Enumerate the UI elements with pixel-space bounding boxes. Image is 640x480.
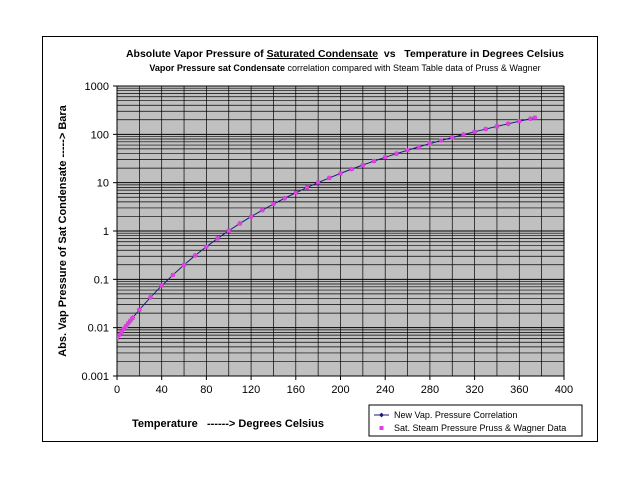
legend-entry-label: New Vap. Pressure Correlation xyxy=(394,410,517,420)
data-point-pruss-wagner xyxy=(506,121,511,126)
legend-marker-diamond xyxy=(379,412,384,418)
data-point-pruss-wagner xyxy=(293,190,298,195)
legend-box xyxy=(368,404,583,437)
legend: New Vap. Pressure Correlation Sat. Steam … xyxy=(368,404,583,437)
data-point-pruss-wagner xyxy=(128,318,133,323)
chart-subtitle: Vapor Pressure sat Condensate correlatio… xyxy=(149,63,540,73)
data-point-pruss-wagner xyxy=(383,155,388,160)
data-point-pruss-wagner xyxy=(416,144,421,149)
data-point-pruss-wagner xyxy=(494,124,499,129)
data-point-pruss-wagner xyxy=(117,332,122,337)
data-point-pruss-wagner xyxy=(215,236,220,241)
data-point-pruss-wagner xyxy=(237,221,242,226)
x-tick-label: 240 xyxy=(376,384,394,396)
data-point-pruss-wagner xyxy=(427,141,432,146)
x-axis-label: Temperature ------> Degrees Celsius xyxy=(132,418,324,430)
data-point-pruss-wagner xyxy=(483,127,488,132)
data-point-pruss-wagner xyxy=(130,315,135,320)
data-point-pruss-wagner xyxy=(461,132,466,137)
data-point-pruss-wagner xyxy=(126,321,131,326)
data-point-pruss-wagner xyxy=(182,262,187,267)
data-point-pruss-wagner xyxy=(532,115,537,120)
legend-marker-square xyxy=(379,426,384,430)
data-point-pruss-wagner xyxy=(327,175,332,180)
x-tick-label: 200 xyxy=(331,384,349,396)
x-tick-label: 320 xyxy=(465,384,483,396)
series-2 xyxy=(117,115,537,341)
data-point-pruss-wagner xyxy=(148,295,153,300)
data-point-pruss-wagner xyxy=(121,326,126,331)
data-point-pruss-wagner xyxy=(282,196,287,201)
data-point-pruss-wagner xyxy=(450,135,455,140)
data-point-pruss-wagner xyxy=(117,336,120,341)
data-point-pruss-wagner xyxy=(119,330,124,335)
legend-entry-label: Sat. Steam Pressure Pruss & Wagner Data xyxy=(394,423,566,433)
x-tick-label: 120 xyxy=(242,384,260,396)
data-point-pruss-wagner xyxy=(316,180,321,185)
data-point-pruss-wagner xyxy=(360,163,365,168)
x-tick-label: 80 xyxy=(200,384,212,396)
data-point-pruss-wagner xyxy=(304,185,309,190)
data-point-pruss-wagner xyxy=(338,171,343,176)
y-tick-label: 0.1 xyxy=(94,274,109,286)
x-tick-label: 400 xyxy=(555,384,573,396)
data-point-pruss-wagner xyxy=(405,148,410,153)
x-tick-label: 160 xyxy=(287,384,305,396)
data-point-pruss-wagner xyxy=(204,244,209,249)
y-tick-label: 1000 xyxy=(85,81,109,93)
data-point-pruss-wagner xyxy=(349,167,354,172)
data-point-pruss-wagner xyxy=(137,307,142,312)
chart-title: Absolute Vapor Pressure of Saturated Con… xyxy=(126,48,564,60)
y-tick-label: 10 xyxy=(97,178,109,190)
x-tick-label: 40 xyxy=(156,384,168,396)
x-tick-label: 280 xyxy=(421,384,439,396)
y-tick-label: 0.001 xyxy=(81,371,109,383)
data-point-pruss-wagner xyxy=(193,253,198,258)
data-point-pruss-wagner xyxy=(271,202,276,207)
data-point-pruss-wagner xyxy=(517,119,522,124)
x-tick-label: 360 xyxy=(510,384,528,396)
y-axis-label: Abs. Vap Pressure of Sat Condensate ----… xyxy=(57,104,69,356)
data-point-pruss-wagner xyxy=(439,138,444,143)
y-tick-label: 1 xyxy=(103,226,109,238)
data-point-pruss-wagner xyxy=(394,151,399,156)
y-tick-label: 100 xyxy=(91,129,109,141)
data-point-pruss-wagner xyxy=(472,129,477,134)
data-point-pruss-wagner xyxy=(159,283,164,288)
data-point-pruss-wagner xyxy=(249,214,254,219)
y-tick-label: 0.01 xyxy=(88,323,109,335)
data-point-pruss-wagner xyxy=(170,272,175,277)
data-point-pruss-wagner xyxy=(528,116,533,121)
gridlines xyxy=(117,85,564,377)
data-point-pruss-wagner xyxy=(123,324,128,329)
data-point-pruss-wagner xyxy=(260,208,265,213)
x-tick-label: 0 xyxy=(114,384,120,396)
data-point-pruss-wagner xyxy=(226,228,231,233)
data-point-pruss-wagner xyxy=(372,159,377,164)
